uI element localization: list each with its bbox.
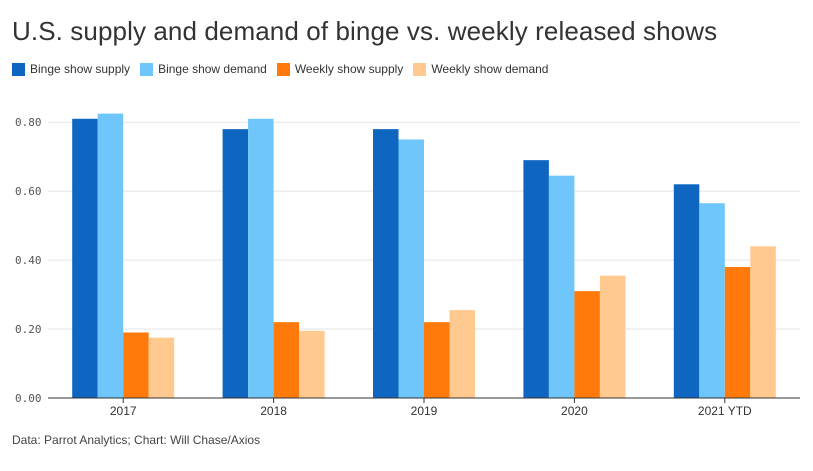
bar [299, 330, 325, 398]
bar [449, 310, 475, 398]
x-tick-label: 2020 [561, 404, 588, 418]
y-tick-label: 0.00 [15, 392, 42, 405]
bar [72, 118, 98, 398]
bar [424, 322, 450, 398]
legend-item-weekly-supply: Weekly show supply [276, 62, 404, 76]
legend-item-weekly-demand: Weekly show demand [413, 62, 548, 76]
legend-swatch-binge-supply [12, 62, 25, 76]
chart-title: U.S. supply and demand of binge vs. week… [12, 16, 718, 46]
y-tick-label: 0.80 [15, 116, 42, 129]
legend-item-binge-supply: Binge show supply [12, 62, 130, 76]
bar [273, 322, 300, 398]
bar [97, 113, 124, 398]
y-tick-label: 0.60 [15, 185, 42, 198]
legend-swatch-weekly-demand [413, 62, 427, 76]
source-note: Data: Parrot Analytics; Chart: Will Chas… [12, 433, 261, 447]
x-tick-label: 2019 [411, 404, 438, 418]
bar [222, 129, 249, 399]
bar [398, 139, 424, 398]
legend-label-weekly-supply: Weekly show supply [294, 62, 404, 76]
bar [548, 175, 575, 398]
bar [574, 291, 600, 398]
x-tick-label: 2021 YTD [698, 404, 752, 418]
legend-label-binge-demand: Binge show demand [158, 62, 267, 76]
y-tick-label: 0.40 [15, 254, 42, 267]
legend-swatch-binge-demand [140, 62, 154, 76]
bar [123, 332, 149, 398]
bars-layer [72, 113, 776, 399]
legend-item-binge-demand: Binge show demand [140, 62, 267, 76]
bar [699, 203, 725, 398]
bar [248, 118, 274, 398]
legend-label-weekly-demand: Weekly show demand [431, 62, 549, 76]
bar [673, 184, 700, 398]
x-tick-label: 2017 [110, 404, 137, 418]
chart-legend: Binge show supply Binge show demand Week… [12, 62, 548, 76]
bar [750, 246, 776, 398]
bar [523, 160, 549, 398]
axis-layer: 0.00 0.20 0.40 0.60 0.80 2017 2018 2019 2020 2021… [15, 116, 800, 418]
y-tick-label: 0.20 [15, 323, 42, 336]
bar [148, 337, 175, 398]
bar [724, 267, 751, 398]
legend-swatch-weekly-supply [276, 62, 290, 76]
legend-label-binge-supply: Binge show supply [30, 62, 131, 76]
bar [599, 275, 626, 398]
bar [373, 129, 399, 399]
x-tick-label: 2018 [260, 404, 287, 418]
